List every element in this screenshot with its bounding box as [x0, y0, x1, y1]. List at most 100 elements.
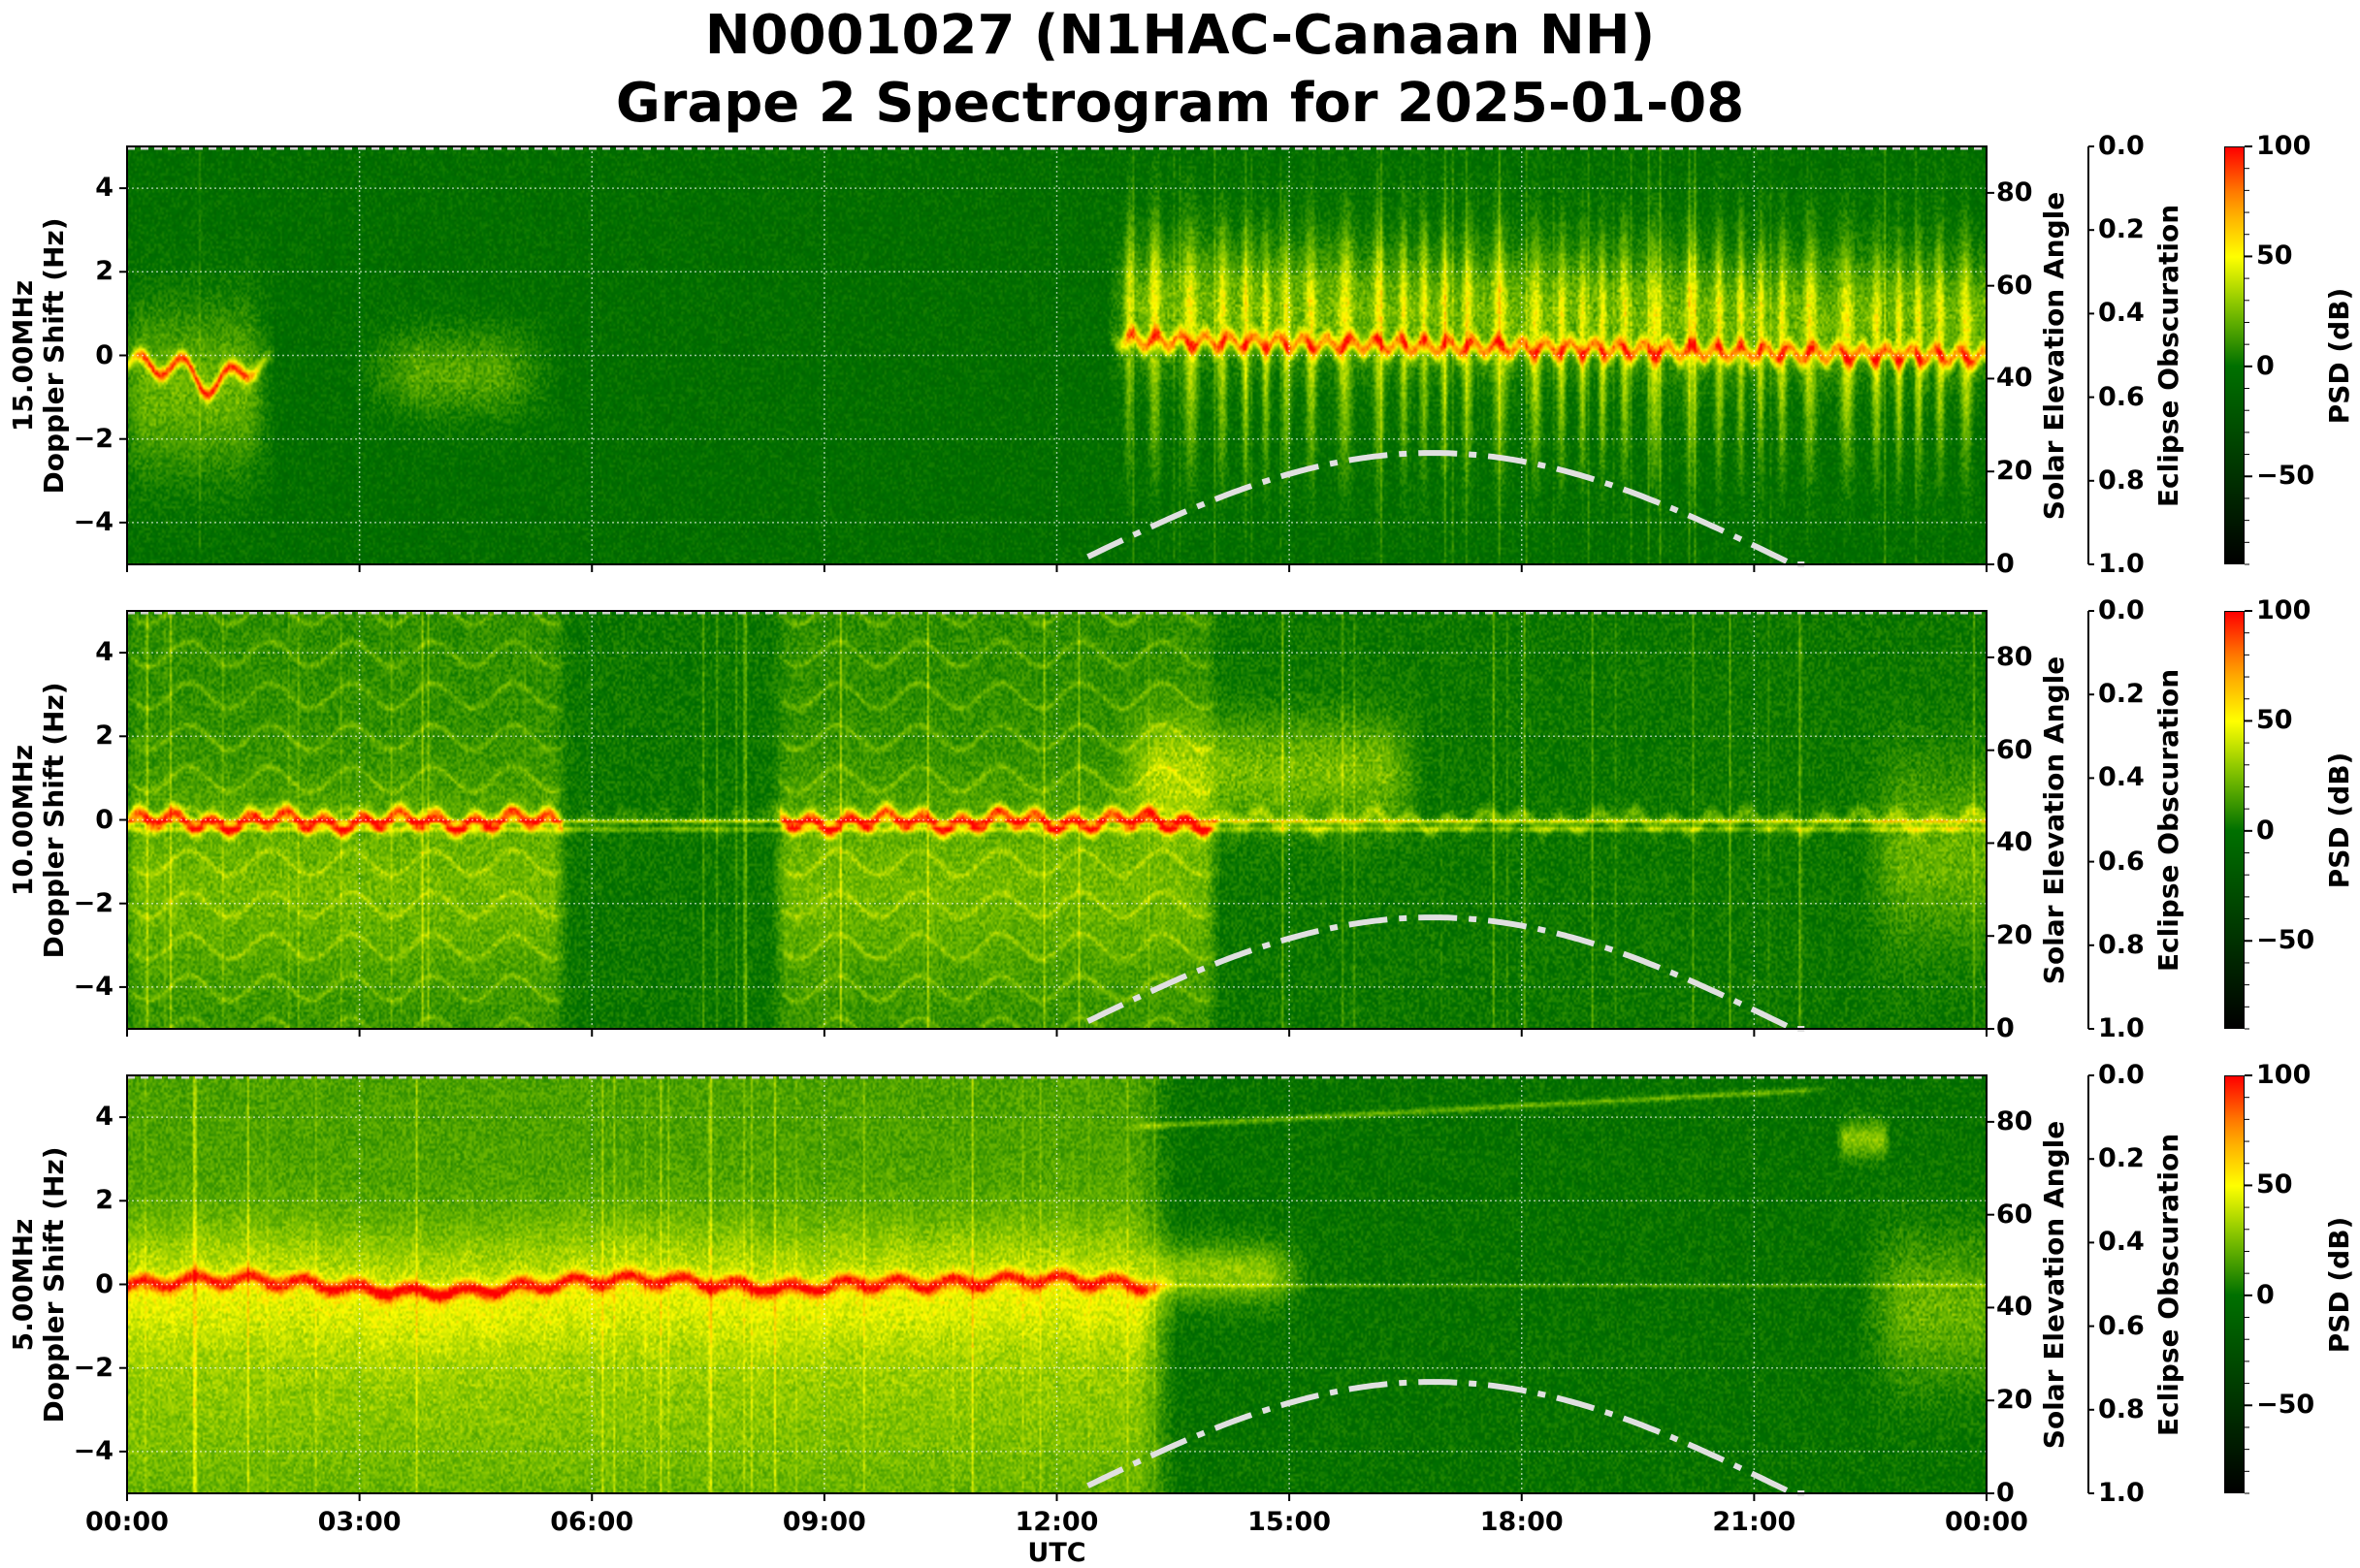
eclipse-tick-label: 0.6: [2098, 1310, 2145, 1341]
solar-elevation-tick-label: 20: [1996, 920, 2033, 951]
eclipse-tick-label: 0.0: [2098, 131, 2145, 161]
eclipse-axis-label: Eclipse Obscuration: [2152, 1133, 2184, 1436]
spectrogram-panel-1: 4 2 0 −2 −4 80 60 40 20 0 10.00MHz Doppler Shift (H…: [7, 597, 2355, 1041]
solar-elevation-axis-label: Solar Elevation Angle: [2038, 656, 2070, 984]
solar-elevation-axis-label: Solar Elevation Angle: [2038, 1120, 2070, 1449]
solar-elevation-tick-label: 40: [1996, 363, 2033, 394]
colorbar-tick-label: −50: [2256, 461, 2315, 492]
eclipse-tick-label: 0.4: [2098, 1227, 2145, 1258]
x-tick-label: 09:00: [782, 1507, 866, 1537]
doppler-axis-label: Doppler Shift (Hz): [38, 216, 70, 495]
colorbar-ticks: [2245, 1074, 2252, 1494]
y-tick-label: −2: [73, 1352, 113, 1383]
colorbar-tick-label: 100: [2256, 595, 2312, 625]
colorbar-ticks: [2245, 610, 2252, 1030]
x-axis-label: UTC: [1027, 1538, 1086, 1568]
x-tick-label: 18:00: [1479, 1507, 1564, 1537]
eclipse-tick-label: 0.4: [2098, 762, 2145, 793]
x-tick-label: 03:00: [317, 1507, 402, 1537]
colorbar-tick-label: 50: [2256, 240, 2293, 272]
plot-axes: [119, 1074, 1994, 1501]
solar-elevation-tick-label: 20: [1996, 1385, 2033, 1416]
solar-elevation-tick-label: 60: [1996, 270, 2033, 301]
eclipse-tick-label: 0.8: [2098, 1393, 2145, 1424]
eclipse-tick-label: 0.6: [2098, 381, 2145, 412]
plot-axes: [119, 145, 1994, 572]
spectrogram-panel-0: 4 2 0 −2 −4 80 60 40 20 0 15.00MHz Doppler Shift (H…: [7, 133, 2355, 577]
eclipse-tick-label: 1.0: [2098, 549, 2145, 579]
eclipse-axis-label: Eclipse Obscuration: [2152, 668, 2184, 972]
chart-title-line2: Grape 2 Spectrogram for 2025-01-08: [615, 72, 1745, 135]
y-tick-label: 0: [95, 1268, 113, 1299]
eclipse-tick-label: 0.4: [2098, 298, 2145, 329]
eclipse-tick-label: 0.2: [2098, 1143, 2145, 1174]
colorbar-tick-label: 0: [2256, 1279, 2275, 1310]
y-tick-label: −4: [73, 971, 113, 1002]
eclipse-tick-label: 0.8: [2098, 929, 2145, 960]
eclipse-tick-label: 1.0: [2098, 1013, 2145, 1043]
solar-elevation-tick-label: 40: [1996, 1292, 2033, 1323]
solar-elevation-tick-label: 20: [1996, 456, 2033, 487]
x-tick-label: 15:00: [1247, 1507, 1332, 1537]
frequency-label: 10.00MHz: [7, 744, 39, 896]
colorbar: [2224, 1075, 2245, 1493]
colorbar-label: PSD (dB): [2323, 287, 2355, 424]
y-tick-label: 2: [95, 256, 113, 287]
plot-axes: [119, 610, 1994, 1037]
colorbar-label: PSD (dB): [2323, 1216, 2355, 1353]
spectrogram-panel-2: 4 2 0 −2 −4 80 60 40 20 0 5.00MHz Doppler Shift (Hz…: [7, 1062, 2355, 1506]
y-tick-label: −2: [73, 423, 113, 454]
solar-elevation-curve: [1086, 1379, 1805, 1496]
solar-elevation-tick-label: 80: [1996, 641, 2033, 672]
x-tick-label: 12:00: [1015, 1507, 1099, 1537]
colorbar-tick-label: 0: [2256, 350, 2275, 381]
eclipse-tick-label: 1.0: [2098, 1478, 2145, 1508]
y-tick-label: 4: [95, 637, 113, 668]
y-tick-label: 2: [95, 1185, 113, 1216]
solar-elevation-tick-label: 80: [1996, 1105, 2033, 1136]
eclipse-axis: [2087, 610, 2094, 1030]
eclipse-axis: [2087, 1074, 2094, 1494]
frequency-label: 15.00MHz: [7, 279, 39, 432]
colorbar-tick-label: −50: [2256, 1390, 2315, 1421]
colorbar: [2224, 611, 2245, 1029]
eclipse-axis: [2087, 145, 2094, 565]
chart-title-line1: N0001027 (N1HAC-Canaan NH): [704, 4, 1656, 67]
colorbar: [2224, 146, 2245, 564]
colorbar-ticks: [2245, 145, 2252, 565]
solar-elevation-tick-label: 60: [1996, 1199, 2033, 1230]
solar-elevation-tick-label: 0: [1996, 1013, 2015, 1043]
solar-elevation-tick-label: 80: [1996, 176, 2033, 208]
y-tick-label: 4: [95, 1102, 113, 1133]
y-tick-label: −2: [73, 887, 113, 918]
frequency-label: 5.00MHz: [7, 1218, 39, 1351]
x-tick-label: 06:00: [550, 1507, 634, 1537]
eclipse-tick-label: 0.2: [2098, 679, 2145, 710]
x-tick-label: 00:00: [85, 1507, 169, 1537]
eclipse-tick-label: 0.0: [2098, 595, 2145, 625]
x-tick-label: 00:00: [1945, 1507, 2028, 1537]
eclipse-tick-label: 0.6: [2098, 846, 2145, 877]
solar-elevation-curve: [1086, 450, 1805, 567]
y-tick-label: 0: [95, 339, 113, 370]
colorbar-tick-label: 0: [2256, 815, 2275, 846]
solar-elevation-tick-label: 40: [1996, 827, 2033, 858]
solar-elevation-tick-label: 0: [1996, 1478, 2015, 1508]
y-tick-label: 0: [95, 804, 113, 835]
solar-elevation-tick-label: 60: [1996, 734, 2033, 765]
colorbar-tick-label: 100: [2256, 1060, 2312, 1090]
y-tick-label: −4: [73, 506, 113, 537]
eclipse-tick-label: 0.0: [2098, 1060, 2145, 1090]
colorbar-tick-label: 50: [2256, 705, 2293, 736]
solar-elevation-tick-label: 0: [1996, 549, 2015, 579]
colorbar-label: PSD (dB): [2323, 752, 2355, 888]
eclipse-tick-label: 0.2: [2098, 214, 2145, 245]
colorbar-tick-label: 50: [2256, 1169, 2293, 1200]
solar-elevation-curve: [1086, 914, 1805, 1032]
doppler-axis-label: Doppler Shift (Hz): [38, 681, 70, 959]
y-tick-label: −4: [73, 1435, 113, 1466]
doppler-axis-label: Doppler Shift (Hz): [38, 1145, 70, 1424]
solar-elevation-axis-label: Solar Elevation Angle: [2038, 191, 2070, 520]
eclipse-tick-label: 0.8: [2098, 464, 2145, 496]
colorbar-tick-label: −50: [2256, 925, 2315, 956]
